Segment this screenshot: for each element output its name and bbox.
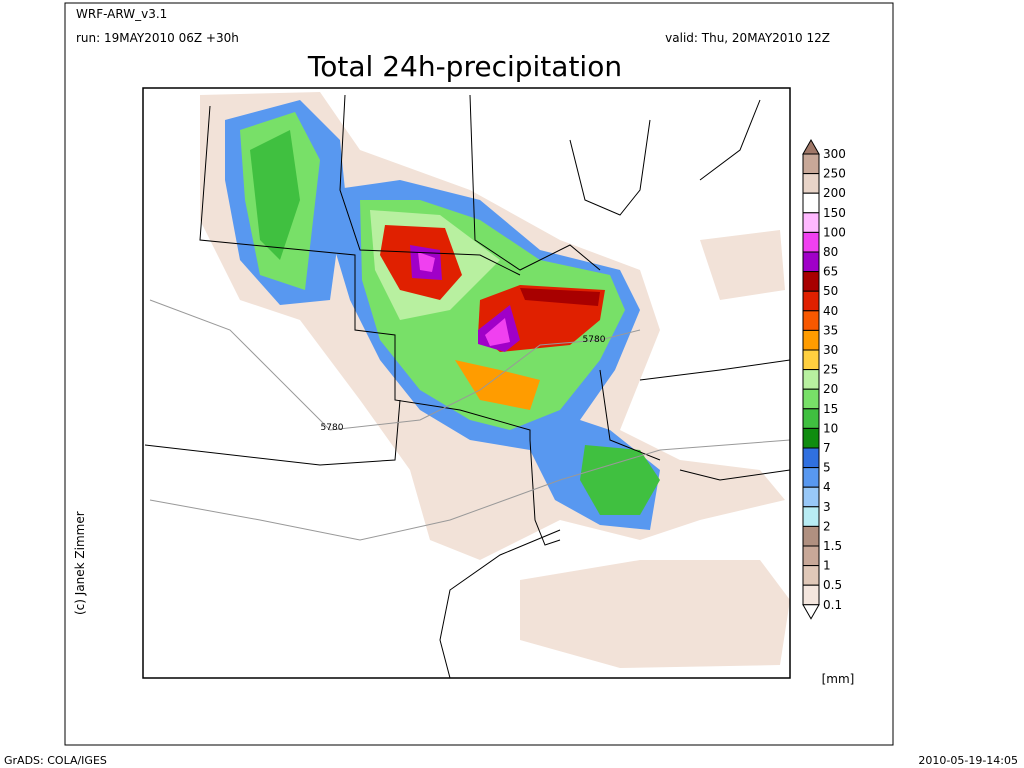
legend-swatch [802, 271, 820, 292]
legend-label: 1.5 [823, 539, 842, 553]
legend-label: 150 [823, 206, 846, 220]
legend-swatch [802, 545, 820, 567]
legend-label: 50 [823, 284, 838, 298]
legend-label: 0.5 [823, 578, 842, 592]
legend-label: 3 [823, 500, 831, 514]
footer-right: 2010-05-19-14:05 [918, 754, 1018, 767]
legend-swatch [802, 310, 820, 331]
legend-label: 1 [823, 559, 831, 573]
legend-label: 5 [823, 461, 831, 475]
legend-swatch [802, 427, 820, 449]
valid-label: valid: Thu, 20MAY2010 12Z [665, 31, 830, 45]
model-label: WRF-ARW_v3.1 [76, 7, 167, 21]
legend-swatch [802, 486, 820, 508]
legend-swatch [802, 584, 820, 606]
legend-swatch [802, 525, 820, 547]
legend-label: 10 [823, 421, 838, 435]
legend-swatch [802, 251, 820, 273]
legend-swatch [802, 192, 820, 214]
map [143, 88, 790, 678]
legend-label: 20 [823, 382, 838, 396]
legend-label: 100 [823, 225, 846, 239]
run-label: run: 19MAY2010 06Z +30h [76, 31, 239, 45]
color-legend: 300 250 200 150 100 80 65 50 40 35 30 25 20 15 10 7 5 4 3 2… [802, 138, 846, 620]
unit-label: [mm] [822, 672, 855, 686]
legend-label: 0.1 [823, 598, 842, 612]
legend-label: 35 [823, 323, 838, 337]
map-border [142, 87, 791, 679]
credit: (c) Janek Zimmer [73, 511, 87, 615]
legend-swatch [802, 173, 820, 194]
legend-label: 80 [823, 245, 838, 259]
legend-swatch [802, 212, 820, 233]
legend-label: 7 [823, 441, 831, 455]
legend-swatch [802, 565, 820, 586]
legend-swatch [802, 408, 820, 429]
legend-label: 250 [823, 167, 846, 181]
legend-label: 2 [823, 519, 831, 533]
legend-swatch [802, 506, 820, 527]
legend-swatch [802, 153, 820, 175]
legend-label: 300 [823, 147, 846, 161]
legend-label: 200 [823, 186, 846, 200]
legend-swatch [802, 231, 820, 253]
legend-label: 65 [823, 265, 838, 279]
legend-label: 40 [823, 304, 838, 318]
legend-label: 25 [823, 363, 838, 377]
legend-label: 30 [823, 343, 838, 357]
legend-swatch [802, 447, 820, 469]
legend-swatch [802, 604, 820, 620]
footer-left: GrADS: COLA/IGES [4, 754, 107, 767]
contour-label: 5780 [321, 423, 344, 433]
legend-label: 4 [823, 480, 831, 494]
legend-swatch [802, 329, 820, 351]
legend-swatch [802, 388, 820, 410]
legend-swatch [802, 369, 820, 390]
title: Total 24h-precipitation [307, 50, 622, 83]
legend-swatch [802, 467, 820, 488]
legend-swatch [802, 290, 820, 312]
contour-label: 5780 [583, 335, 606, 345]
legend-swatch [802, 349, 820, 371]
legend-label: 15 [823, 402, 838, 416]
